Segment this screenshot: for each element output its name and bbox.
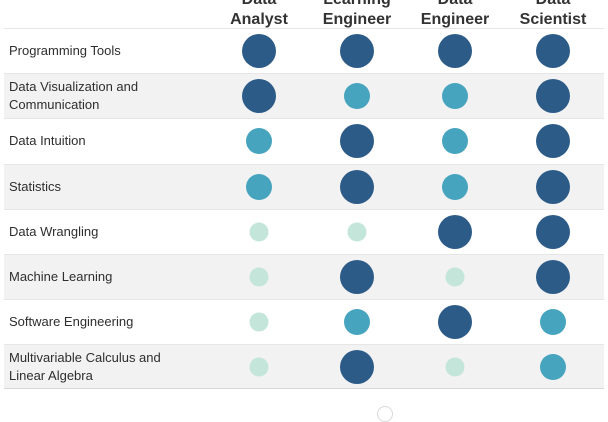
skill-level-medium-dot: [344, 83, 370, 110]
skill-row: Data Intuition: [4, 118, 604, 163]
skill-level-high-dot: [536, 260, 570, 294]
role-header-line2: Engineer: [420, 11, 490, 28]
skill-label: Programming Tools: [9, 43, 121, 58]
role-header-row: DataAnalystLearningEngineerDataEngineerD…: [210, 0, 608, 30]
skill-label: Software Engineering: [9, 314, 134, 330]
skill-level-low-dot: [347, 222, 367, 242]
skill-level-low-dot: [445, 267, 465, 287]
skill-row: Software Engineering: [4, 299, 604, 344]
skill-level-medium-dot: [246, 173, 272, 200]
skill-row: Programming Tools: [4, 28, 604, 73]
skill-level-high-dot: [438, 214, 472, 249]
skill-label: Data Intuition: [9, 133, 86, 149]
scroll-indicator-icon[interactable]: [377, 406, 393, 422]
skill-level-high-dot: [242, 79, 276, 114]
skill-row: Machine Learning: [4, 254, 604, 299]
role-header-line1: Data: [503, 0, 603, 10]
skill-label: Data Visualization and Communication: [9, 79, 139, 113]
skill-level-medium-dot: [442, 128, 468, 155]
skill-level-high-dot: [340, 350, 374, 385]
skill-label: Statistics: [9, 178, 62, 194]
skill-level-high-dot: [340, 34, 374, 68]
skill-level-high-dot: [242, 34, 276, 68]
skill-level-high-dot: [438, 34, 472, 68]
skill-level-high-dot: [536, 169, 570, 204]
skill-level-high-dot: [340, 260, 374, 294]
role-header-line1: Data: [405, 0, 505, 10]
role-header-line1: Learning: [307, 0, 407, 10]
skill-level-high-dot: [536, 214, 570, 249]
skill-level-low-dot: [249, 222, 269, 242]
skill-label: Data Wrangling: [9, 223, 99, 239]
skill-row: Data Visualization and Communication: [4, 73, 604, 119]
skill-row: Statistics: [4, 163, 604, 209]
table-bottom-divider: [4, 388, 604, 389]
role-header-line2: Analyst: [230, 11, 288, 28]
role-header-line1: Data: [209, 0, 309, 10]
skill-label: Machine Learning: [9, 269, 113, 284]
skill-level-low-dot: [249, 357, 269, 377]
skill-row: Multivariable Calculus and Linear Algebr…: [4, 344, 604, 390]
skill-level-medium-dot: [246, 128, 272, 155]
skill-level-medium-dot: [540, 354, 566, 381]
skill-level-high-dot: [340, 124, 374, 159]
skill-level-medium-dot: [442, 83, 468, 110]
skill-level-medium-dot: [540, 309, 566, 336]
skill-level-low-dot: [249, 312, 269, 332]
role-header-line2: Engineer: [322, 11, 392, 28]
role-header-3: DataScientist: [503, 0, 603, 30]
skill-level-high-dot: [536, 124, 570, 159]
skill-level-high-dot: [536, 34, 570, 68]
skill-level-medium-dot: [442, 173, 468, 200]
skill-row: Data Wrangling: [4, 208, 604, 254]
skill-level-high-dot: [438, 305, 472, 340]
role-header-0: DataAnalyst: [209, 0, 309, 30]
skill-level-low-dot: [249, 267, 269, 287]
role-header-line2: Scientist: [519, 11, 587, 28]
role-header-1: LearningEngineer: [307, 0, 407, 30]
role-header-2: DataEngineer: [405, 0, 505, 30]
skill-level-high-dot: [536, 79, 570, 114]
skill-level-medium-dot: [344, 309, 370, 336]
skill-level-low-dot: [445, 357, 465, 377]
skill-level-high-dot: [340, 169, 374, 204]
skill-label: Multivariable Calculus and Linear Algebr…: [9, 350, 161, 384]
